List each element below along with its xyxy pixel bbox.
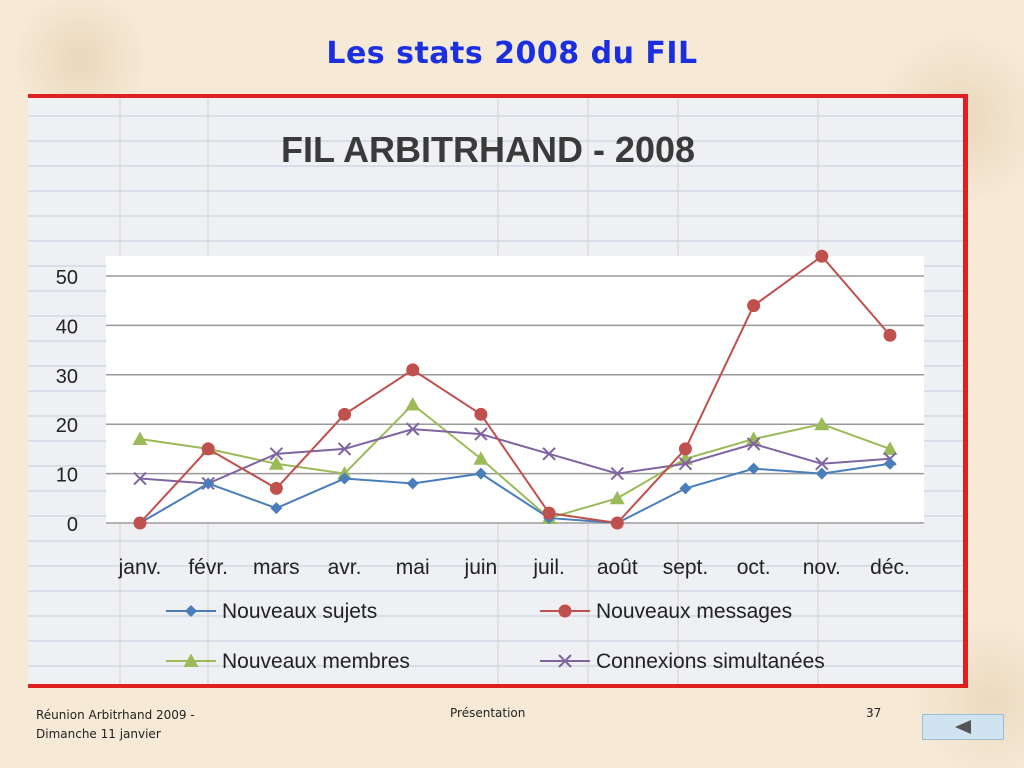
- data-point: [269, 447, 284, 461]
- series-1: [133, 249, 897, 530]
- x-tick-label: juil.: [532, 556, 565, 579]
- data-point: [746, 431, 762, 446]
- data-point: [474, 427, 488, 441]
- data-point: [746, 437, 761, 451]
- data-point: [201, 442, 215, 456]
- legend-label: Nouveaux sujets: [222, 600, 377, 623]
- data-point: [474, 467, 487, 480]
- data-point: [406, 363, 420, 377]
- chart-title: FIL ARBITRHAND - 2008: [281, 129, 695, 170]
- legend-entry: Nouveaux membres: [166, 650, 410, 673]
- data-point: [337, 442, 352, 456]
- data-point: [884, 457, 896, 470]
- data-point: [883, 328, 897, 342]
- x-tick-label: déc.: [870, 556, 910, 579]
- y-tick-label: 50: [56, 267, 78, 289]
- footer-presentation: Présentation: [450, 706, 526, 720]
- data-point: [473, 451, 489, 465]
- plot-area: [106, 256, 924, 524]
- data-point: [132, 431, 148, 446]
- data-point: [474, 407, 488, 421]
- x-tick-label: oct.: [737, 556, 771, 579]
- legend-entry: Nouveaux messages: [540, 600, 792, 623]
- data-point: [677, 451, 693, 465]
- legend-label: Nouveaux membres: [222, 650, 410, 673]
- data-point: [679, 482, 692, 495]
- data-point: [133, 516, 147, 530]
- series-group: [132, 249, 898, 530]
- data-point: [882, 441, 898, 455]
- legend-entry: Connexions simultanées: [540, 650, 825, 673]
- line-chart: FIL ARBITRHAND - 2008 0 10 20 30 40 50 janv. f…: [28, 98, 963, 684]
- legend-entry: Nouveaux sujets: [166, 600, 377, 623]
- footer-meeting-line1: Réunion Arbitrhand 2009 -: [36, 708, 195, 722]
- x-tick-label: janv.: [118, 556, 162, 579]
- x-tick-label: sept.: [663, 556, 709, 579]
- x-tick-label: mars: [253, 556, 300, 579]
- chart-frame: FIL ARBITRHAND - 2008 0 10 20 30 40 50 janv. f…: [28, 94, 968, 688]
- data-point: [338, 407, 352, 421]
- data-point: [815, 457, 829, 471]
- data-point: [815, 467, 828, 480]
- grid-lines: [106, 275, 924, 524]
- series-line: [139, 254, 891, 525]
- page-number: 37: [866, 706, 882, 720]
- y-tick-label: 10: [56, 465, 78, 487]
- legend-marker: [185, 605, 197, 617]
- y-tick-label: 40: [56, 316, 78, 338]
- data-point: [268, 456, 284, 470]
- data-point: [610, 516, 624, 530]
- data-point: [405, 396, 421, 411]
- footer-meeting: Réunion Arbitrhand 2009 - Dimanche 11 ja…: [36, 706, 195, 744]
- series-line: [139, 403, 891, 520]
- data-point: [814, 416, 830, 431]
- data-point: [815, 249, 829, 263]
- legend-label: Connexions simultanées: [596, 650, 825, 673]
- data-point: [202, 477, 215, 490]
- legend-marker: [558, 604, 572, 618]
- x-tick-label: févr.: [188, 556, 228, 579]
- data-point: [609, 490, 625, 505]
- y-tick-label: 0: [67, 514, 78, 536]
- data-point: [133, 471, 147, 486]
- series-line: [139, 462, 891, 525]
- triangle-left-icon: [955, 720, 971, 734]
- x-tick-label: nov.: [803, 556, 841, 579]
- data-point: [542, 447, 556, 461]
- data-point: [269, 481, 283, 495]
- data-point: [678, 442, 692, 456]
- legend: Nouveaux sujets Nouveaux messages Nouveaux…: [166, 600, 825, 673]
- legend-marker: [558, 654, 572, 668]
- previous-slide-button[interactable]: [922, 714, 1004, 740]
- x-axis-ticks: janv. févr. mars avr. mai juin juil. août sept. o…: [118, 556, 910, 579]
- data-point: [678, 457, 693, 471]
- data-point: [542, 506, 556, 520]
- x-tick-label: avr.: [328, 556, 362, 579]
- series-line: [139, 428, 891, 485]
- series-3: [133, 422, 897, 491]
- y-axis-ticks: 0 10 20 30 40 50: [56, 267, 78, 536]
- data-point: [338, 472, 351, 485]
- series-2: [132, 396, 898, 525]
- data-point: [610, 466, 624, 481]
- data-point: [270, 502, 283, 515]
- data-point: [406, 422, 420, 436]
- footer-meeting-line2: Dimanche 11 janvier: [36, 727, 161, 741]
- slide-title: Les stats 2008 du FIL: [326, 36, 698, 71]
- legend-marker: [183, 653, 199, 667]
- x-tick-label: mai: [396, 556, 430, 579]
- data-point: [747, 462, 760, 475]
- legend-label: Nouveaux messages: [596, 600, 792, 623]
- data-point: [747, 299, 761, 313]
- y-tick-label: 30: [56, 366, 78, 388]
- y-tick-label: 20: [56, 415, 78, 437]
- data-point: [406, 477, 419, 490]
- x-tick-label: juin: [464, 556, 498, 579]
- x-tick-label: août: [597, 556, 638, 579]
